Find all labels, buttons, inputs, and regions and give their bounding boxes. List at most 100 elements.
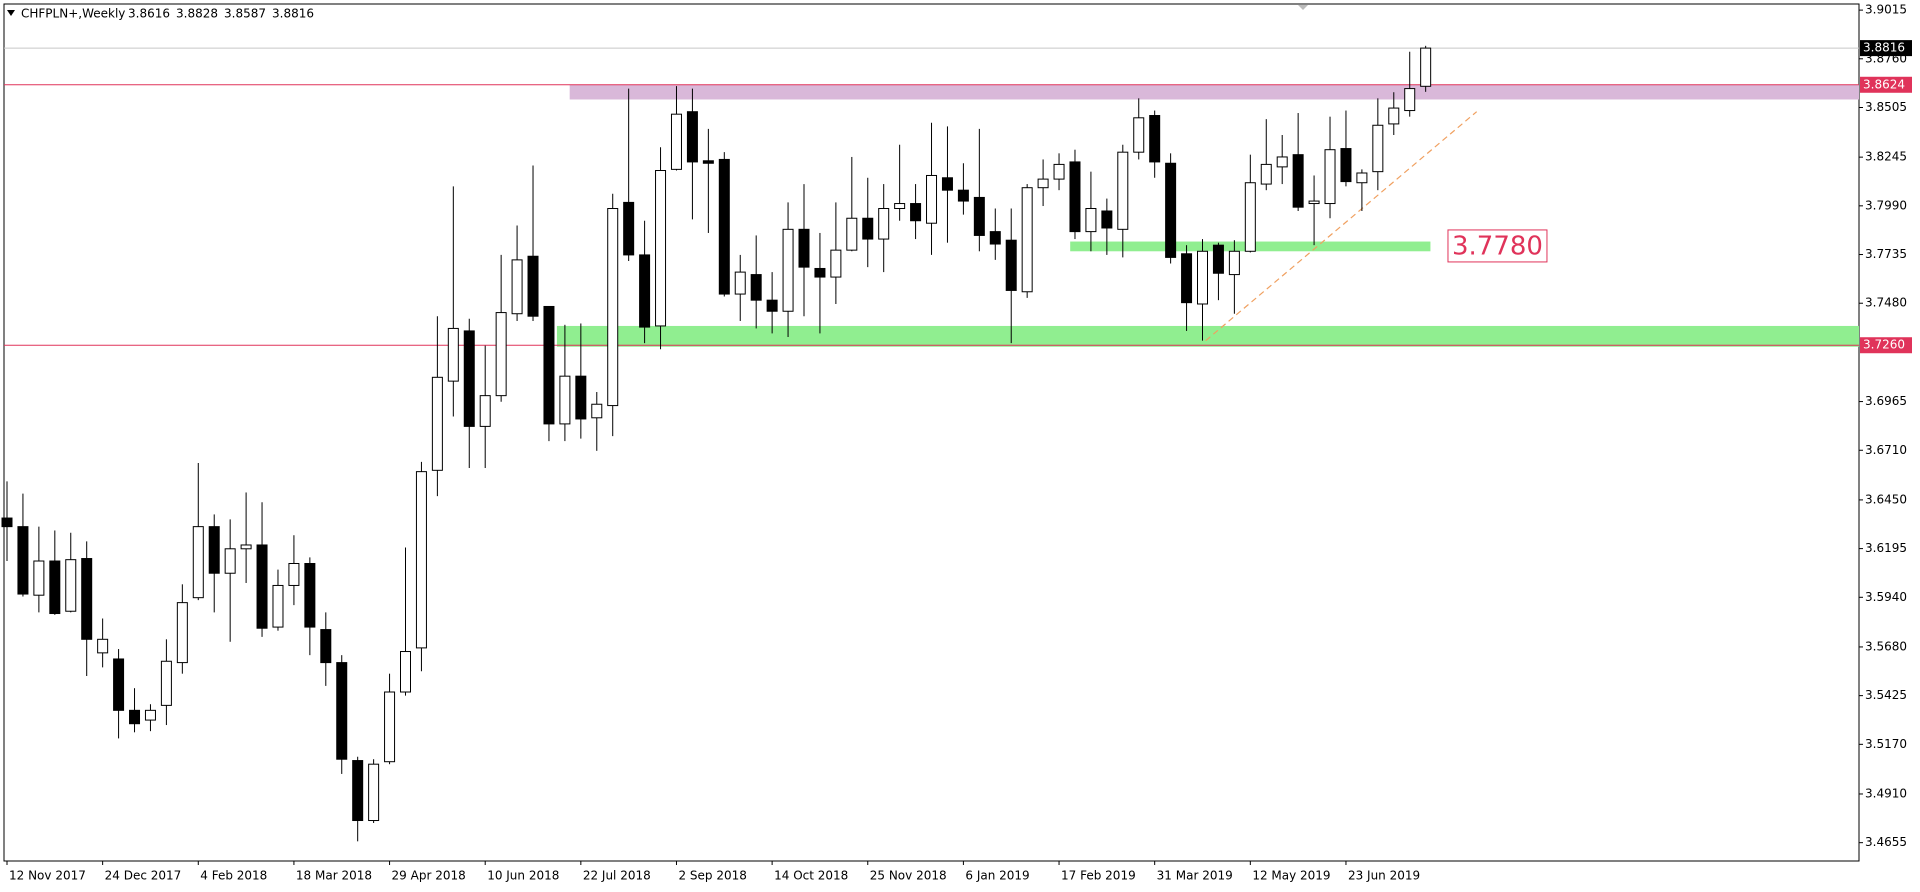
candle-body bbox=[862, 217, 874, 240]
candle-body bbox=[1181, 253, 1193, 304]
candle-body bbox=[431, 376, 443, 471]
candle-body bbox=[1324, 149, 1336, 205]
x-tick-label: 24 Dec 2017 bbox=[105, 869, 182, 883]
y-tick-label: 3.5680 bbox=[1865, 639, 1907, 653]
candle-body bbox=[670, 113, 682, 170]
candle-body bbox=[400, 651, 411, 693]
x-tick-label: 18 Mar 2018 bbox=[296, 869, 372, 883]
candle-body bbox=[81, 558, 93, 640]
candle-body bbox=[846, 217, 858, 251]
x-tick-label: 2 Sep 2018 bbox=[678, 869, 746, 883]
candle-body bbox=[639, 254, 651, 328]
candle-body bbox=[941, 177, 953, 191]
candle-body bbox=[272, 584, 284, 628]
x-tick-label: 22 Jul 2018 bbox=[583, 869, 651, 883]
candle-body bbox=[1356, 172, 1368, 184]
price-marker-label: 3.8624 bbox=[1863, 77, 1905, 91]
candle-body bbox=[989, 231, 1001, 245]
candle-body bbox=[1085, 208, 1097, 233]
candle-body bbox=[1276, 156, 1288, 168]
candle-body bbox=[910, 203, 922, 222]
price-marker-label: 3.8816 bbox=[1863, 41, 1905, 55]
candle-body bbox=[33, 560, 45, 596]
x-tick-label: 23 Jun 2019 bbox=[1348, 869, 1420, 883]
candle-body bbox=[894, 203, 906, 210]
candle-body bbox=[1005, 239, 1017, 291]
candle-body bbox=[798, 228, 810, 268]
candle-body bbox=[463, 330, 475, 427]
candle-body bbox=[1053, 163, 1065, 180]
candle-body bbox=[113, 658, 125, 711]
symbol-title: CHFPLN+,Weekly bbox=[21, 7, 125, 21]
price-marker-box bbox=[1860, 337, 1912, 354]
candle-body bbox=[1340, 148, 1352, 183]
y-tick-label: 3.9015 bbox=[1865, 3, 1907, 17]
candle-body bbox=[750, 274, 762, 301]
candle-body bbox=[1037, 178, 1049, 189]
shift-marker bbox=[1298, 5, 1308, 10]
candle-body bbox=[1117, 151, 1129, 230]
y-tick-label: 3.7480 bbox=[1865, 296, 1907, 310]
y-tick-label: 3.8505 bbox=[1865, 100, 1907, 114]
candle-body bbox=[304, 562, 316, 628]
x-tick-label: 6 Jan 2019 bbox=[965, 869, 1029, 883]
x-tick-label: 31 Mar 2019 bbox=[1157, 869, 1233, 883]
candle-body bbox=[495, 312, 507, 397]
candle-body bbox=[368, 763, 380, 822]
candle-body bbox=[176, 602, 188, 664]
candle-body bbox=[973, 196, 985, 236]
candle-body bbox=[1292, 154, 1304, 208]
candle-body bbox=[957, 189, 969, 202]
candle-body bbox=[415, 471, 427, 649]
annotation-box bbox=[1447, 229, 1548, 263]
candle-body bbox=[320, 629, 332, 664]
candle-body bbox=[543, 305, 555, 425]
y-tick-label: 3.6710 bbox=[1865, 443, 1907, 457]
candle-body bbox=[718, 158, 730, 295]
candle-body bbox=[511, 259, 523, 315]
candle-body bbox=[926, 174, 938, 224]
candle-body bbox=[479, 395, 491, 427]
y-tick-label: 3.5940 bbox=[1865, 590, 1907, 604]
candle-body bbox=[1420, 47, 1432, 87]
y-tick-label: 3.4910 bbox=[1865, 786, 1907, 800]
candle-body bbox=[192, 526, 204, 599]
x-tick-label: 12 Nov 2017 bbox=[9, 869, 86, 883]
zone bbox=[556, 325, 1860, 347]
trendline bbox=[1205, 111, 1478, 342]
annotation-label: 3.7780 bbox=[1452, 231, 1543, 261]
y-tick-label: 3.8245 bbox=[1865, 150, 1907, 164]
candle-body bbox=[1101, 210, 1113, 229]
candle-body bbox=[1308, 200, 1320, 205]
header-value: 3.8587 bbox=[224, 7, 266, 21]
candle-body bbox=[1244, 182, 1256, 252]
candle-body bbox=[814, 267, 826, 278]
header-value: 3.8828 bbox=[176, 7, 218, 21]
candle-body bbox=[575, 375, 587, 420]
candle-body bbox=[559, 375, 571, 425]
candle-body bbox=[224, 548, 236, 574]
y-tick-label: 3.7735 bbox=[1865, 247, 1907, 261]
candle-body bbox=[623, 201, 635, 256]
candle-body bbox=[591, 403, 603, 419]
dropdown-icon[interactable] bbox=[7, 10, 15, 16]
candle-body bbox=[734, 271, 746, 295]
y-tick-label: 3.6195 bbox=[1865, 541, 1907, 555]
candle-body bbox=[830, 249, 842, 278]
candle-body bbox=[1228, 250, 1240, 276]
candle-body bbox=[655, 170, 667, 327]
candle-body bbox=[686, 111, 698, 163]
candle-body bbox=[1149, 115, 1161, 163]
candle-body bbox=[65, 559, 77, 612]
candle-body bbox=[447, 327, 459, 382]
candle-body bbox=[702, 160, 714, 164]
y-tick-label: 3.5425 bbox=[1865, 688, 1907, 702]
y-tick-label: 3.6965 bbox=[1865, 394, 1907, 408]
candle-body bbox=[1260, 163, 1272, 185]
candle-body bbox=[17, 526, 29, 595]
candle-body bbox=[240, 544, 252, 550]
candle-body bbox=[527, 255, 539, 317]
price-marker-box bbox=[1860, 40, 1912, 57]
